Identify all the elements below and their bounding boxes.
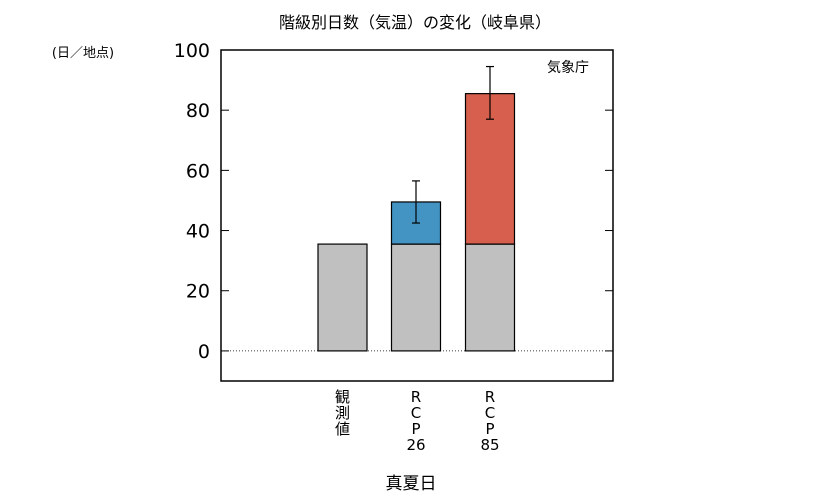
x-category-line: 値 <box>335 420 350 438</box>
y-unit-label: (日／地点) <box>52 46 114 61</box>
y-tick-label: 0 <box>198 341 210 363</box>
bar-base <box>464 243 516 352</box>
plot-area <box>220 49 614 382</box>
chart-title: 階級別日数（気温）の変化（岐阜県） <box>279 13 551 32</box>
x-category-line: 85 <box>480 436 499 454</box>
bar-base <box>317 243 368 352</box>
y-tick-label: 40 <box>186 221 210 243</box>
error-bars <box>412 65 494 224</box>
y-tick-label: 60 <box>186 160 210 182</box>
x-category-label: R C P 26 <box>406 388 425 454</box>
x-category-line: P <box>485 420 494 438</box>
bars <box>317 93 516 352</box>
y-tick-label: 80 <box>186 100 210 122</box>
x-category-line: P <box>411 420 420 438</box>
x-category-line: 測 <box>335 404 350 422</box>
y-tick-label: 20 <box>186 281 210 303</box>
x-category-label: 観測値 <box>335 388 350 438</box>
x-category-line: R <box>485 388 495 406</box>
x-category-line: 観 <box>335 388 350 406</box>
x-axis-title: 真夏日 <box>386 474 437 494</box>
x-category-line: C <box>411 404 421 422</box>
y-axis: 0 20 40 60 80 100 <box>174 40 613 363</box>
x-category-line: C <box>485 404 495 422</box>
x-category-line: 26 <box>406 436 425 454</box>
x-category-line: R <box>411 388 421 406</box>
source-label: 気象庁 <box>547 60 589 76</box>
x-category-label: R C P 85 <box>480 388 499 454</box>
y-tick-label: 100 <box>174 40 210 62</box>
bar-base <box>390 243 442 352</box>
